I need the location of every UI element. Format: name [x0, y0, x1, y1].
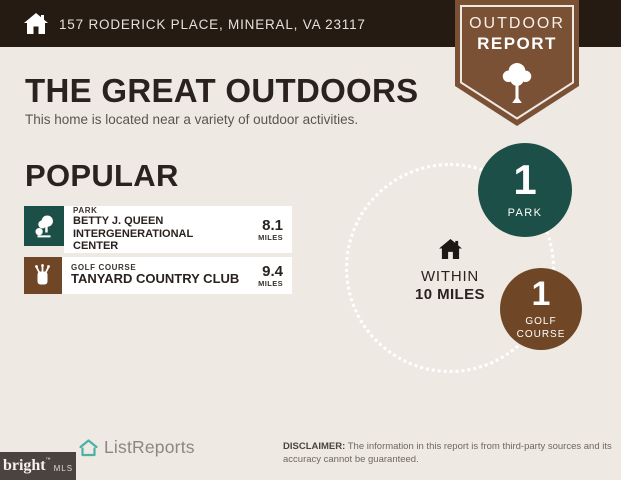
home-icon [24, 12, 48, 34]
within-label: WITHIN [420, 268, 480, 285]
poi-list-item-park: PARK BETTY J. QUEEN INTERGENERATIONAL CE… [24, 206, 292, 253]
poi-row: PARK BETTY J. QUEEN INTERGENERATIONAL CE… [64, 206, 292, 253]
poi-list-item-golf: GOLF COURSE TANYARD COUNTRY CLUB 9.4 MIL… [24, 256, 292, 294]
poi-category: GOLF COURSE [71, 263, 137, 273]
property-address: 157 RODERICK PLACE, MINERAL, VA 23117 [59, 16, 366, 32]
badge-ribbon-shape [455, 0, 579, 126]
poi-name: TANYARD COUNTRY CLUB [71, 271, 240, 287]
radius-distance-label: 10 MILES [415, 286, 485, 303]
mls-suffix: MLS [53, 463, 74, 473]
listreports-wordmark: ListReports [104, 437, 195, 457]
park-count-bubble: 1 PARK [478, 143, 572, 237]
golf-count-label: GOLF COURSE [516, 316, 566, 340]
badge-title-line2: REPORT [477, 34, 557, 53]
poi-row: GOLF COURSE TANYARD COUNTRY CLUB 9.4 MIL… [62, 256, 292, 294]
poi-distance: 9.4 MILES [258, 264, 283, 288]
golf-count-bubble: 1 GOLF COURSE [500, 268, 582, 350]
bright-mls-wordmark: bright [2, 457, 46, 474]
home-icon-small [438, 239, 462, 260]
disclaimer: DISCLAIMER: The information in this repo… [283, 440, 615, 467]
poi-distance-value: 9.4 [262, 262, 283, 280]
radius-center-label: WITHIN 10 MILES [400, 239, 500, 303]
poi-distance-unit: MILES [258, 278, 283, 288]
listreports-house-icon [79, 439, 98, 457]
park-count-label: PARK [507, 207, 543, 220]
poi-name: BETTY J. QUEEN INTERGENERATIONAL CENTER [73, 215, 193, 253]
poi-list: PARK BETTY J. QUEEN INTERGENERATIONAL CE… [24, 206, 292, 298]
tree-icon [502, 63, 532, 103]
disclaimer-text: The information in this report is from t… [283, 441, 612, 466]
park-tree-icon [24, 206, 64, 246]
park-count: 1 [513, 156, 537, 204]
page-subtitle: This home is located near a variety of o… [25, 112, 359, 127]
listreports-logo: ListReports [78, 437, 195, 458]
disclaimer-label: DISCLAIMER: [283, 441, 346, 452]
outdoor-report-badge: OUTDOOR REPORT [455, 0, 579, 128]
badge-title-line1: OUTDOOR [469, 15, 565, 32]
poi-distance: 8.1 MILES [258, 218, 283, 242]
poi-distance-value: 8.1 [262, 216, 283, 234]
poi-distance-unit: MILES [258, 232, 283, 242]
golf-bag-icon [24, 256, 62, 294]
poi-category: PARK [73, 206, 98, 215]
radius-dotted-circle [345, 163, 555, 373]
popular-heading: POPULAR [25, 158, 179, 193]
bright-mls-logo: bright ™ MLS [0, 452, 76, 480]
trademark-symbol: ™ [45, 457, 51, 463]
page-title: THE GREAT OUTDOORS [25, 72, 419, 109]
golf-count: 1 [531, 275, 551, 313]
